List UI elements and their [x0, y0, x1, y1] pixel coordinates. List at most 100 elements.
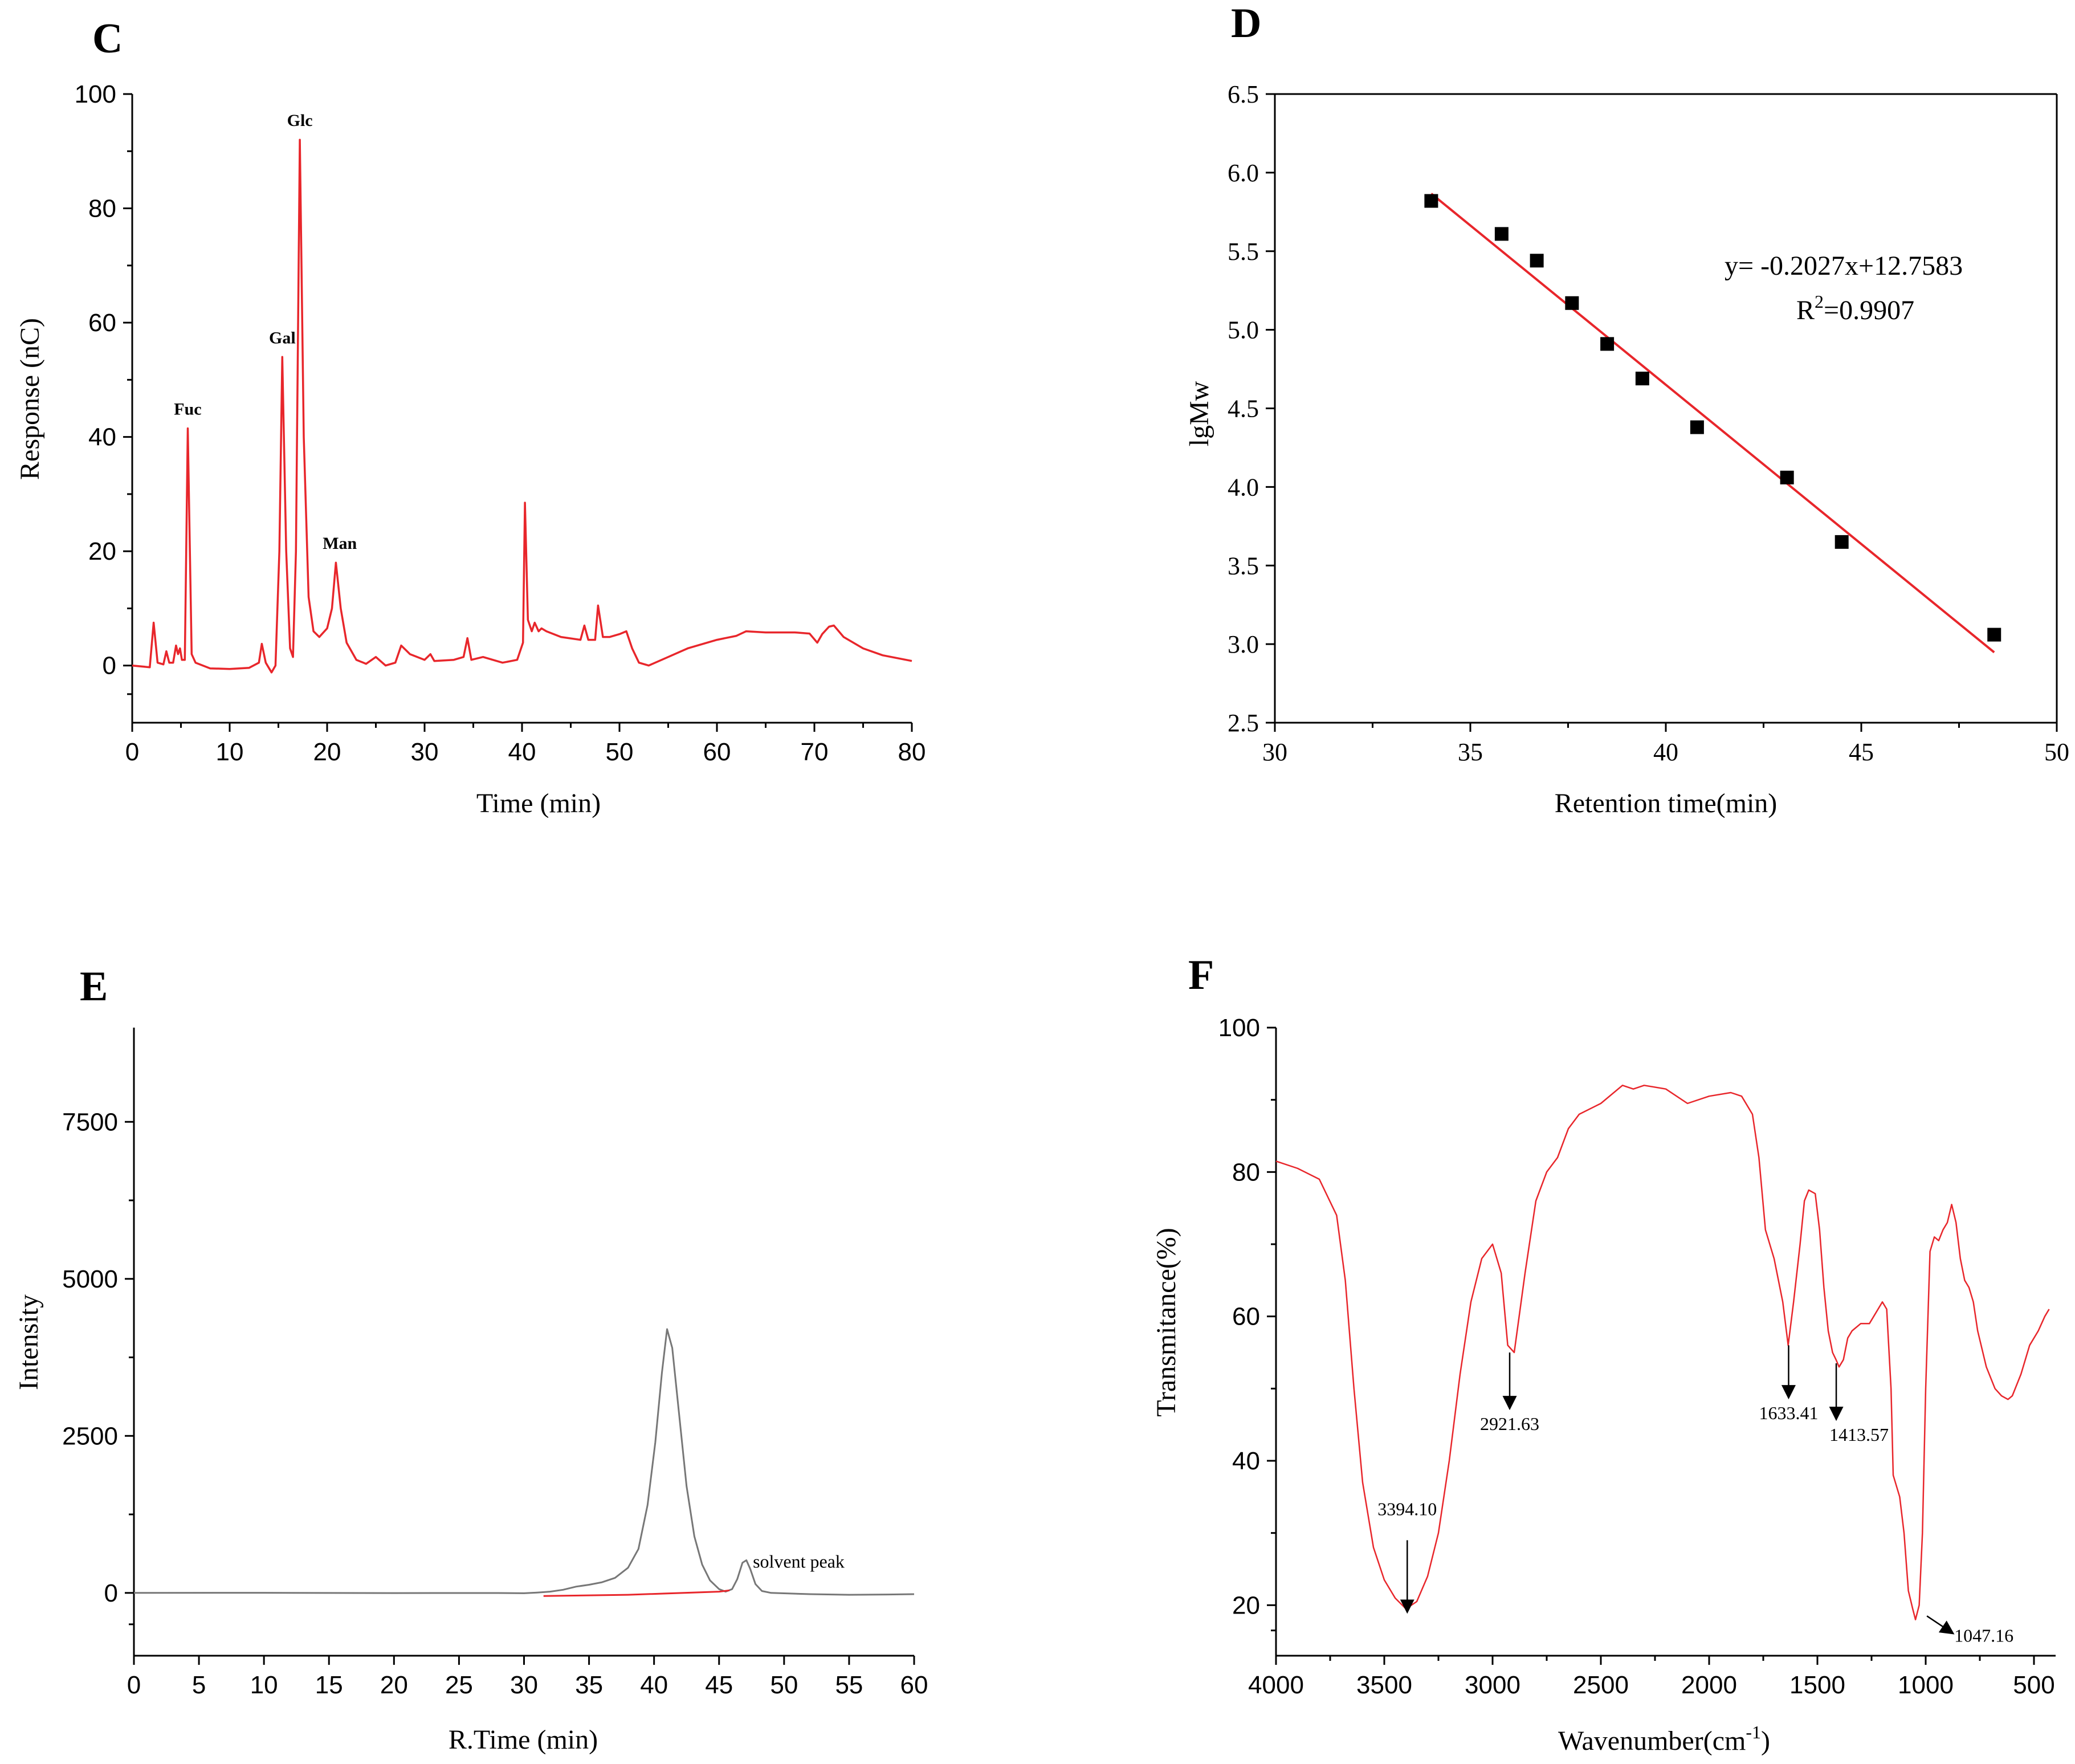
- panel-f-plot-area: 4000 3500 3000 2500 2000 1500 1000 500 20 40 60 80 1…: [1218, 1014, 2056, 1699]
- x-tick-label: 80: [898, 738, 926, 766]
- x-tick-label: 35: [575, 1671, 603, 1699]
- data-point: [1780, 470, 1794, 484]
- x-tick-label: 500: [2013, 1671, 2054, 1699]
- x-tick-label: 2500: [1573, 1671, 1629, 1699]
- y-tick-label: 100: [75, 80, 116, 108]
- x-tick-label: 1000: [1898, 1671, 1954, 1699]
- data-point: [1835, 535, 1849, 549]
- x-tick-label: 25: [445, 1671, 473, 1699]
- data-point: [1987, 628, 2001, 642]
- y-tick-label: 0: [103, 652, 116, 680]
- regression-equation: y= -0.2027x+12.7583: [1725, 251, 1963, 281]
- panel-c-y-axis-label: Response (nC): [15, 318, 45, 480]
- panel-d-y-axis-label: lgMw: [1184, 381, 1214, 446]
- panel-d-plot-area: 30 35 40 45 50 2.5 3.0 3.5 4.0 4.5 5.0 5.5 6.0 6.5: [1228, 80, 2069, 766]
- peak-label-fuc: Fuc: [174, 400, 201, 419]
- r-squared-prefix: R: [1796, 295, 1815, 325]
- panel-label-e: E: [80, 963, 108, 1010]
- x-tick-label: 0: [127, 1671, 141, 1699]
- x-tick-label: 0: [125, 738, 139, 766]
- panel-c-x-axis-label: Time (min): [476, 788, 601, 818]
- x-tick-label: 55: [835, 1671, 863, 1699]
- panel-e-gpc-chart: E 0 5 10 15 20 25 30 35 40 45 50 55 60 0 2500 5000 7500 s…: [14, 963, 928, 1755]
- panel-e-plot-area: 0 5 10 15 20 25 30 35 40 45 50 55 60 0 2500 5000 7500 sol…: [62, 1028, 928, 1699]
- x-tick-label: 60: [703, 738, 731, 766]
- panel-e-x-axis-label: R.Time (min): [449, 1725, 598, 1755]
- y-tick-label: 5000: [62, 1265, 118, 1293]
- solvent-peak-label: solvent peak: [753, 1551, 845, 1572]
- y-tick-label: 2.5: [1228, 709, 1259, 737]
- x-tick-label: 30: [510, 1671, 538, 1699]
- x-tick-label: 1500: [1789, 1671, 1845, 1699]
- gpc-series-line: [133, 1328, 915, 1596]
- y-tick-label: 3.0: [1228, 630, 1259, 658]
- peak-label-glc: Glc: [287, 111, 313, 130]
- data-point: [1494, 227, 1509, 241]
- r-squared-value: =0.9907: [1824, 295, 1914, 325]
- r-squared-superscript: 2: [1815, 291, 1824, 312]
- x-tick-label: 20: [380, 1671, 408, 1699]
- x-tick-label: 45: [705, 1671, 733, 1699]
- panel-f-ftir-chart: F 4000 3500 3000 2500 2000 1500 1000 500 20 40 60 8…: [1151, 952, 2056, 1756]
- y-tick-label: 7500: [62, 1108, 118, 1136]
- peak-arrow: [1926, 1615, 1955, 1635]
- panel-f-y-axis-label: Transmitance(%): [1151, 1228, 1181, 1416]
- panel-label-f: F: [1188, 952, 1214, 999]
- x-tick-label: 10: [250, 1671, 278, 1699]
- r-squared-label: R2=0.9907: [1796, 291, 1914, 325]
- x-tick-label: 45: [1849, 738, 1874, 766]
- y-tick-label: 0: [104, 1579, 118, 1607]
- x-tick-label: 15: [315, 1671, 343, 1699]
- y-tick-label: 2500: [62, 1422, 118, 1450]
- y-tick-label: 4.0: [1228, 473, 1259, 501]
- panel-f-x-axis-label-main: Wavenumber(cm: [1558, 1726, 1746, 1756]
- panel-d-x-axis-label: Retention time(min): [1555, 788, 1778, 818]
- x-tick-label: 35: [1458, 738, 1483, 766]
- y-tick-label: 5.5: [1228, 238, 1259, 266]
- panel-label-c: C: [92, 15, 123, 62]
- regression-fit-line: [1430, 193, 1995, 654]
- y-tick-label: 3.5: [1228, 552, 1259, 580]
- y-tick-label: 80: [1232, 1158, 1260, 1186]
- chromatogram-series-line: [132, 138, 912, 674]
- x-tick-label: 40: [508, 738, 536, 766]
- data-point: [1635, 372, 1649, 386]
- x-tick-label: 40: [640, 1671, 668, 1699]
- y-tick-label: 60: [1232, 1303, 1260, 1331]
- y-tick-label: 40: [88, 423, 116, 451]
- y-tick-label: 20: [1232, 1591, 1260, 1619]
- data-point: [1530, 254, 1544, 268]
- x-tick-label: 50: [2044, 738, 2069, 766]
- x-tick-label: 2000: [1681, 1671, 1737, 1699]
- peak-label-3394.10: 3394.10: [1377, 1498, 1437, 1519]
- y-tick-label: 4.5: [1228, 395, 1259, 423]
- x-tick-label: 50: [770, 1671, 798, 1699]
- panel-label-d: D: [1231, 0, 1261, 47]
- data-point: [1690, 420, 1704, 434]
- data-point: [1600, 337, 1615, 351]
- y-tick-label: 100: [1218, 1014, 1260, 1042]
- y-tick-label: 80: [88, 195, 116, 223]
- x-tick-label: 50: [606, 738, 634, 766]
- x-tick-label: 60: [900, 1671, 928, 1699]
- peak-label-1047.16: 1047.16: [1954, 1626, 2013, 1646]
- x-tick-label: 30: [1262, 738, 1287, 766]
- x-tick-label: 20: [313, 738, 341, 766]
- y-tick-label: 60: [88, 309, 116, 337]
- peak-label-gal: Gal: [269, 328, 296, 347]
- y-tick-label: 40: [1232, 1447, 1260, 1475]
- panel-c-plot-area: 0 10 20 30 40 50 60 70 80 0 20 40 60 80 100 Fuc Gal Glc Ma…: [75, 80, 926, 766]
- peak-label-1633.41: 1633.41: [1759, 1403, 1818, 1423]
- baseline-series-line: [543, 1589, 730, 1597]
- x-tick-label: 3000: [1465, 1671, 1520, 1699]
- panel-d-calibration-chart: D 30 35 40 45 502.53.03.54.04.55.05.56.06.5 …: [1184, 0, 2069, 818]
- y-tick-label: 5.0: [1228, 316, 1259, 344]
- panel-e-y-axis-label: Intensity: [14, 1294, 44, 1390]
- x-tick-label: 40: [1653, 738, 1678, 766]
- x-tick-label: 3500: [1356, 1671, 1412, 1699]
- panel-f-x-axis-label-sup: -1: [1746, 1722, 1761, 1742]
- panel-c-monosaccharide-chart: C 0 10 20 30 40 50 60 70 80 0 20 40 60 80 100 Fuc Gal Glc…: [15, 15, 926, 818]
- peak-label-2921.63: 2921.63: [1480, 1413, 1539, 1434]
- y-tick-label: 6.5: [1228, 80, 1259, 108]
